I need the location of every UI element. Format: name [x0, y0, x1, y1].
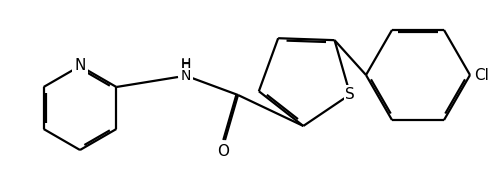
Text: Cl: Cl [474, 68, 489, 83]
Text: N: N [181, 69, 191, 83]
Text: H: H [181, 58, 191, 72]
Text: H
N: H N [181, 57, 191, 87]
Text: O: O [217, 143, 229, 159]
Text: S: S [345, 87, 355, 102]
Text: N: N [74, 58, 86, 74]
